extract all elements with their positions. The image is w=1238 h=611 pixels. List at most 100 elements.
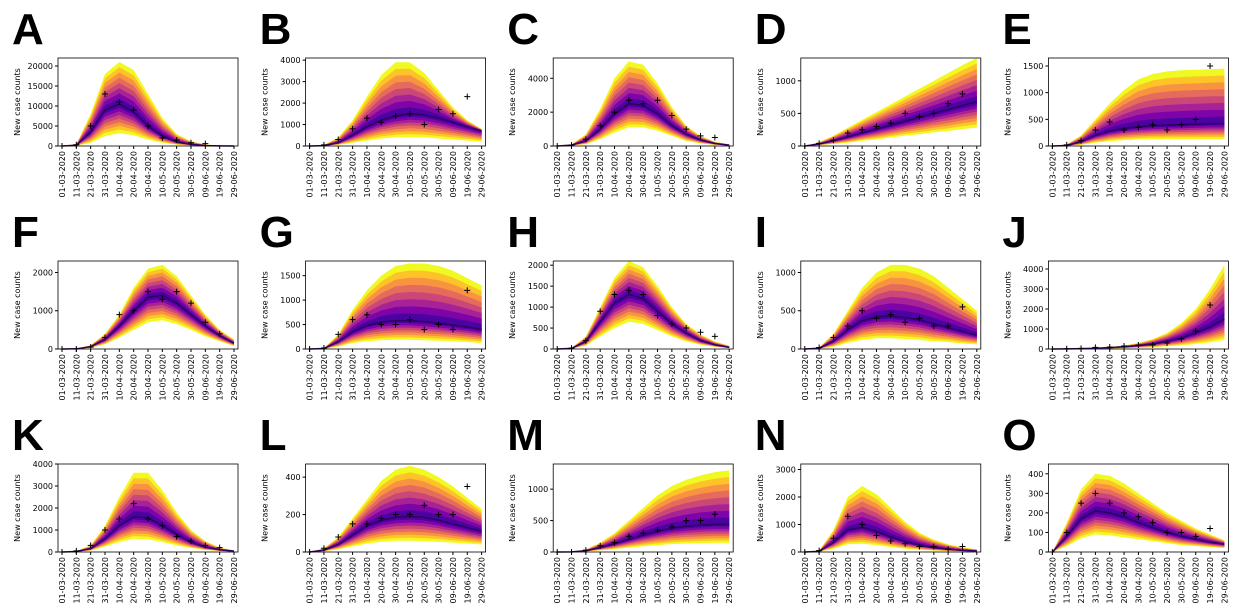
x-tick-label: 09-06-2020 (944, 354, 953, 401)
y-tick-label: 2000 (33, 504, 53, 513)
y-axis-label: New case counts (261, 68, 270, 136)
y-tick-label: 2000 (528, 108, 548, 117)
observed-point (378, 321, 385, 328)
x-tick-label: 30-04-2020 (144, 354, 153, 401)
observed-point (363, 520, 370, 527)
x-tick-label: 30-05-2020 (930, 557, 939, 604)
x-tick-label: 29-06-2020 (1220, 557, 1229, 604)
x-tick-label: 10-05-2020 (406, 354, 415, 401)
x-tick-label: 10-05-2020 (406, 557, 415, 604)
observed-point (335, 331, 342, 338)
x-tick-label: 30-05-2020 (435, 151, 444, 198)
x-tick-label: 01-03-2020 (1048, 151, 1057, 198)
observed-point (844, 323, 851, 330)
x-tick-label: 31-03-2020 (844, 151, 853, 198)
x-tick-label: 10-04-2020 (363, 557, 372, 604)
x-tick-label: 20-05-2020 (173, 354, 182, 401)
y-tick-label: 4000 (1023, 265, 1043, 274)
x-tick-label: 30-04-2020 (639, 557, 648, 604)
x-tick-label: 20-04-2020 (1120, 557, 1129, 604)
observed-point (202, 542, 209, 549)
x-tick-label: 30-04-2020 (639, 354, 648, 401)
observed-point (188, 139, 194, 146)
panel-letter: N (755, 411, 787, 460)
observed-point (363, 311, 370, 318)
panel: K 0 1000 2000 3000 4000 01-03-2020 11-03-2020 21… (12, 411, 239, 604)
y-tick-label: 3000 (33, 482, 53, 491)
observed-point (1135, 342, 1142, 348)
observed-point (1164, 529, 1171, 536)
x-tick-label: 11-03-2020 (815, 557, 824, 604)
x-tick-label: 10-05-2020 (654, 557, 663, 604)
x-tick-label: 20-05-2020 (668, 354, 677, 401)
observed-point (916, 315, 923, 322)
x-tick-label: 11-03-2020 (1063, 151, 1072, 198)
panel: A 0 5000 10000 15000 20000 01-03-2020 11-03-202… (12, 5, 239, 198)
panel: O 0 100 200 300 400 01-03-2020 11-03-2020 21-03-… (1002, 411, 1229, 604)
observed-point (902, 540, 909, 547)
observed-point (945, 323, 952, 330)
y-axis-label: New case counts (261, 271, 270, 339)
x-tick-label: 31-03-2020 (596, 151, 605, 198)
x-tick-label: 29-06-2020 (478, 557, 487, 604)
panel: G 0 500 1000 1500 01-03-2020 11-03-2020 21-03-2… (260, 208, 487, 401)
x-tick-label: 10-05-2020 (1149, 151, 1158, 198)
x-tick-label: 30-05-2020 (1177, 557, 1186, 604)
x-tick-label: 10-04-2020 (363, 354, 372, 401)
observed-point (1092, 127, 1099, 133)
observed-point (421, 502, 428, 509)
x-tick-label: 31-03-2020 (349, 557, 358, 604)
observed-point (597, 542, 604, 549)
y-tick-label: 500 (781, 307, 796, 316)
x-tick-label: 21-03-2020 (334, 151, 343, 198)
x-tick-label: 21-03-2020 (87, 354, 96, 401)
x-tick-label: 30-04-2020 (887, 151, 896, 198)
observed-point (611, 291, 618, 298)
x-tick-label: 11-03-2020 (320, 151, 329, 198)
observed-point (830, 334, 837, 341)
y-tick-label: 1000 (775, 521, 795, 530)
x-tick-label: 20-04-2020 (872, 151, 881, 198)
x-tick-label: 20-04-2020 (1120, 151, 1129, 198)
observed-point (916, 113, 923, 120)
x-tick-label: 20-05-2020 (915, 557, 924, 604)
observed-point (582, 337, 589, 344)
panel-letter: C (507, 5, 539, 54)
y-tick-label: 1500 (528, 282, 548, 291)
observed-point (1192, 328, 1199, 334)
x-tick-label: 31-03-2020 (844, 557, 853, 604)
observed-point (640, 100, 647, 107)
panel-letter: K (12, 411, 44, 460)
observed-point (449, 326, 456, 333)
x-tick-label: 09-06-2020 (201, 151, 210, 198)
panel-letter: E (1002, 5, 1031, 54)
x-tick-label: 11-03-2020 (72, 354, 81, 401)
observed-point (421, 121, 428, 128)
x-tick-label: 11-03-2020 (320, 354, 329, 401)
observed-point (1135, 513, 1142, 520)
x-tick-label: 20-04-2020 (872, 557, 881, 604)
panel-letter: B (260, 5, 292, 54)
y-tick-label: 1000 (33, 526, 53, 535)
y-axis-label: New case counts (13, 271, 22, 339)
y-tick-label: 500 (533, 324, 548, 333)
x-tick-label: 10-05-2020 (158, 557, 167, 604)
y-axis-label: New case counts (1003, 474, 1012, 542)
y-tick-label: 400 (285, 473, 300, 482)
observed-point (435, 511, 442, 518)
observed-point (188, 538, 194, 544)
x-tick-label: 10-04-2020 (858, 151, 867, 198)
observed-point (711, 511, 718, 518)
observed-point (1078, 500, 1085, 507)
observed-point (1149, 342, 1156, 348)
y-tick-label: 2000 (33, 268, 53, 277)
observed-point (859, 307, 866, 314)
observed-point (1135, 124, 1142, 131)
y-tick-label: 0 (296, 142, 301, 151)
fan-layer (62, 291, 234, 349)
x-tick-label: 20-05-2020 (1163, 557, 1172, 604)
x-tick-label: 29-06-2020 (230, 151, 239, 198)
x-tick-label: 30-05-2020 (930, 151, 939, 198)
x-tick-label: 01-03-2020 (306, 151, 315, 198)
x-tick-label: 19-06-2020 (958, 354, 967, 401)
